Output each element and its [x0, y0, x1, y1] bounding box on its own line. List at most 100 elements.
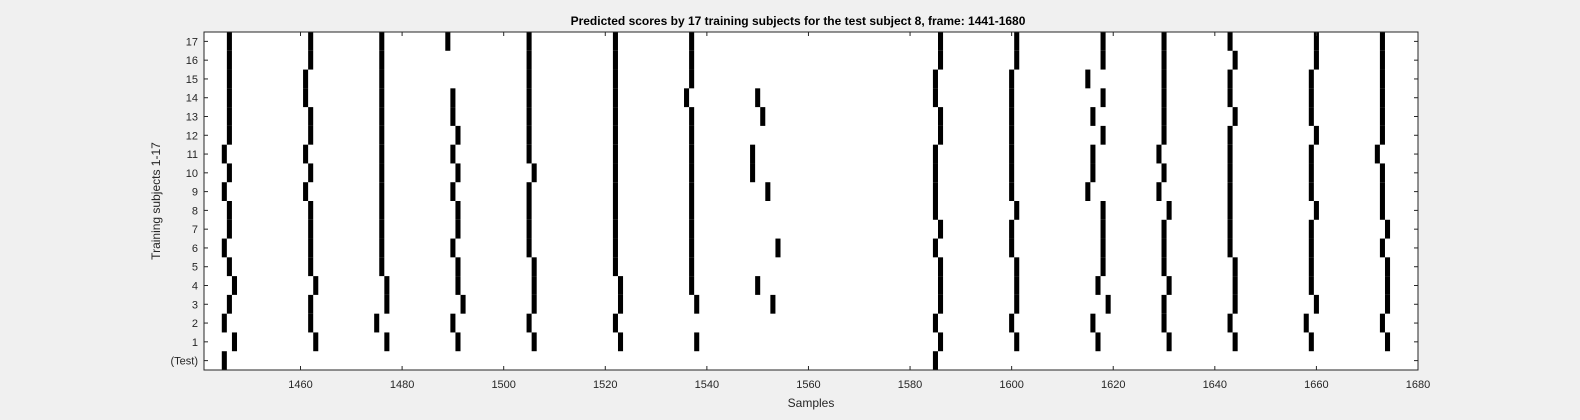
score-mark: [226, 219, 232, 239]
score-mark: [612, 182, 618, 201]
x-tick-label: 1660: [1304, 379, 1328, 391]
score-mark: [221, 351, 227, 370]
x-tick-label: 1560: [796, 379, 820, 391]
score-mark: [384, 332, 390, 352]
score-mark: [226, 69, 232, 89]
score-mark: [1161, 107, 1167, 126]
x-tick-label: 1580: [898, 379, 922, 391]
score-mark: [455, 332, 461, 352]
score-mark: [755, 88, 761, 108]
y-tick-label: 17: [186, 36, 198, 48]
score-mark: [750, 144, 756, 164]
score-mark: [531, 276, 537, 295]
score-mark: [313, 332, 319, 352]
score-mark: [384, 276, 390, 295]
score-mark: [1009, 219, 1015, 239]
score-mark: [1100, 125, 1106, 145]
score-mark: [313, 276, 319, 295]
x-tick-label: 1520: [593, 379, 617, 391]
score-mark: [1374, 144, 1380, 164]
score-mark: [379, 182, 385, 201]
y-tick-label: 7: [192, 224, 198, 236]
score-mark: [1009, 238, 1015, 258]
score-mark: [617, 332, 624, 352]
score-mark: [221, 144, 227, 164]
score-mark: [526, 32, 532, 51]
score-mark: [750, 163, 756, 183]
score-mark: [1161, 69, 1167, 89]
score-mark: [1156, 144, 1162, 164]
score-mark: [221, 182, 227, 201]
score-mark: [455, 219, 461, 239]
score-mark: [612, 238, 618, 258]
score-mark: [1009, 107, 1015, 126]
score-mark: [450, 88, 456, 108]
score-mark: [303, 182, 309, 201]
score-mark: [526, 69, 532, 89]
score-mark: [932, 88, 938, 108]
score-mark: [938, 50, 944, 70]
score-mark: [612, 107, 618, 126]
plot-frame: [203, 31, 1419, 371]
score-mark: [1227, 144, 1233, 164]
score-mark: [308, 313, 314, 333]
score-mark: [617, 294, 624, 314]
score-mark: [445, 32, 451, 51]
score-mark: [1384, 294, 1391, 314]
score-mark: [938, 294, 944, 314]
score-mark: [226, 125, 232, 145]
score-mark: [689, 125, 695, 145]
score-mark: [379, 50, 385, 70]
score-mark: [770, 294, 776, 314]
score-mark: [775, 238, 781, 258]
score-mark: [526, 313, 532, 333]
y-tick-label: 5: [192, 262, 198, 274]
x-tick-label: 1480: [390, 379, 414, 391]
score-mark: [1100, 88, 1106, 108]
score-mark: [1090, 107, 1096, 126]
score-mark: [1308, 163, 1314, 183]
plot-area: [204, 32, 1418, 370]
score-mark: [531, 163, 537, 183]
x-tick-label: 1640: [1203, 379, 1227, 391]
score-mark: [689, 201, 695, 220]
score-mark: [231, 276, 238, 295]
score-mark: [1100, 201, 1106, 220]
score-mark: [1014, 257, 1020, 277]
score-mark: [938, 125, 944, 145]
score-mark: [1161, 238, 1167, 258]
score-mark: [226, 107, 232, 126]
score-mark: [1313, 125, 1319, 145]
score-mark: [231, 332, 238, 352]
score-mark: [1308, 219, 1314, 239]
score-mark: [1308, 257, 1314, 277]
score-mark: [226, 32, 232, 51]
score-mark: [612, 88, 618, 108]
score-mark: [308, 125, 314, 145]
y-tick-label: 9: [192, 187, 198, 199]
score-mark: [1009, 163, 1015, 183]
score-mark: [1009, 88, 1015, 108]
score-mark: [689, 257, 695, 277]
score-mark: [1384, 257, 1391, 277]
score-mark: [450, 238, 456, 258]
y-tick-label: 2: [192, 318, 198, 330]
score-mark: [1379, 69, 1385, 89]
score-mark: [1161, 88, 1167, 108]
y-tick-label: 13: [186, 112, 198, 124]
score-mark: [932, 163, 938, 183]
score-mark: [1227, 313, 1233, 333]
score-mark: [379, 201, 385, 220]
x-tick-label: 1460: [288, 379, 312, 391]
score-mark: [932, 351, 938, 370]
score-mark: [932, 238, 938, 258]
score-mark: [1014, 294, 1020, 314]
score-mark: [932, 182, 938, 201]
score-mark: [1009, 69, 1015, 89]
score-mark: [1303, 313, 1309, 333]
score-mark: [1232, 276, 1238, 295]
score-mark: [1227, 201, 1233, 220]
score-mark: [938, 32, 944, 51]
